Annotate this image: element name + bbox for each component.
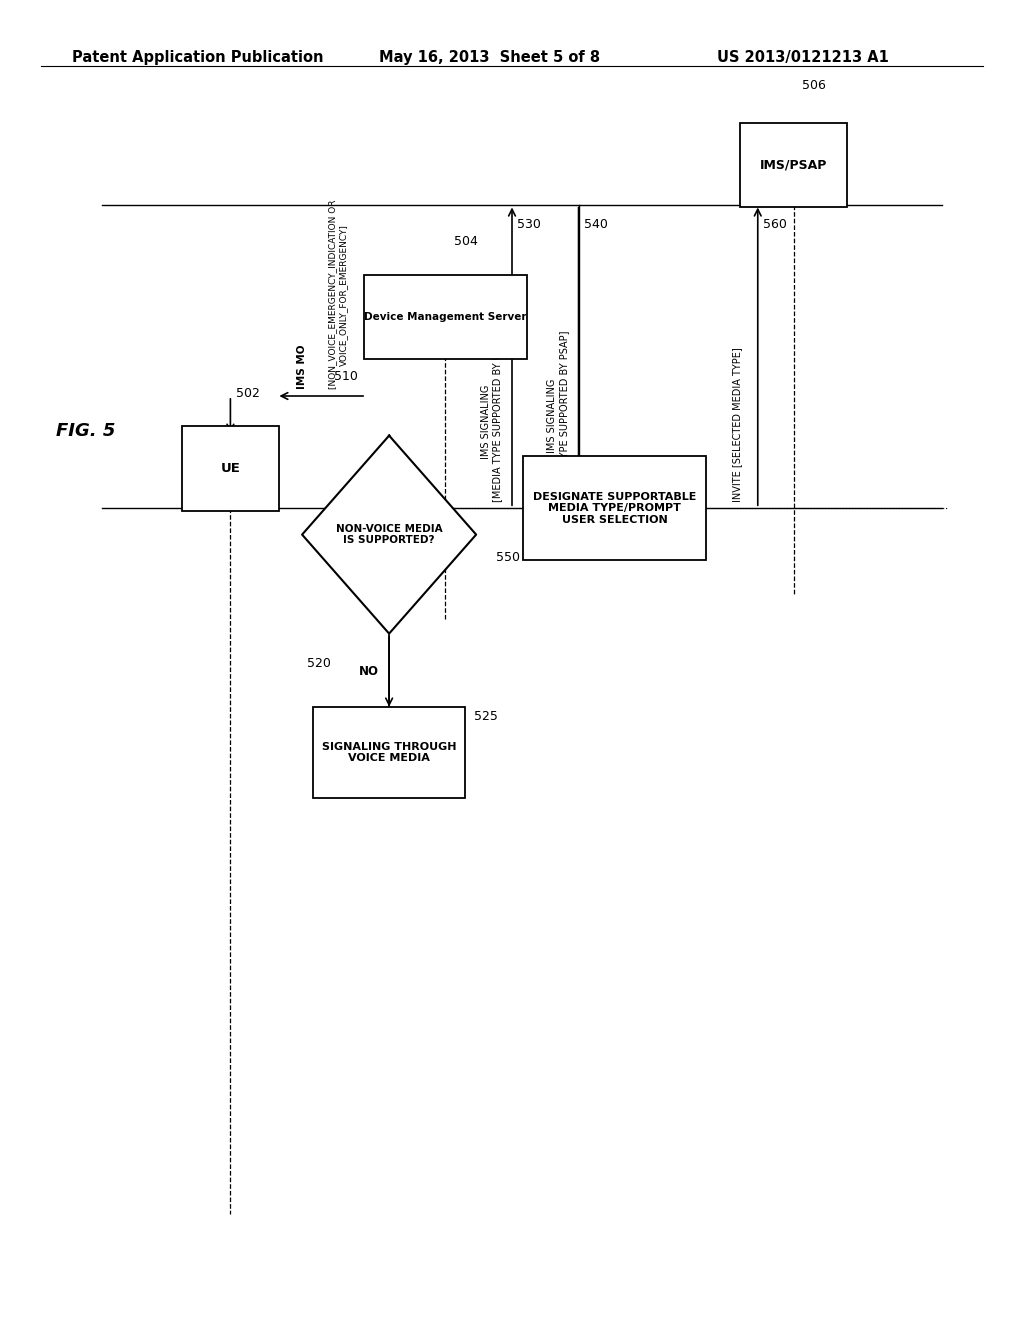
Text: 525: 525 xyxy=(473,710,498,722)
Text: Device Management Server: Device Management Server xyxy=(365,312,526,322)
Text: 506: 506 xyxy=(802,79,825,92)
Polygon shape xyxy=(302,436,476,634)
Text: US 2013/0121213 A1: US 2013/0121213 A1 xyxy=(717,50,889,65)
Text: IMS SIGNALING
[MEDIA TYPE SUPPORTED BY PSAP]: IMS SIGNALING [MEDIA TYPE SUPPORTED BY P… xyxy=(547,330,569,502)
Text: 550: 550 xyxy=(496,552,519,564)
Text: 502: 502 xyxy=(236,387,259,400)
Text: UE: UE xyxy=(220,462,241,475)
FancyBboxPatch shape xyxy=(740,123,847,207)
Text: INVITE [SELECTED MEDIA TYPE]: INVITE [SELECTED MEDIA TYPE] xyxy=(732,347,742,502)
Text: 540: 540 xyxy=(584,218,607,231)
Text: SIGNALING THROUGH
VOICE MEDIA: SIGNALING THROUGH VOICE MEDIA xyxy=(322,742,457,763)
Text: [NON_VOICE_EMERGENCY_INDICATION OR
VOICE_ONLY_FOR_EMERGENCY]: [NON_VOICE_EMERGENCY_INDICATION OR VOICE… xyxy=(329,199,347,389)
Text: FIG. 5: FIG. 5 xyxy=(56,422,116,441)
Text: NON-VOICE MEDIA
IS SUPPORTED?: NON-VOICE MEDIA IS SUPPORTED? xyxy=(336,524,442,545)
Text: 520: 520 xyxy=(307,657,331,671)
FancyBboxPatch shape xyxy=(313,708,465,797)
Text: 530: 530 xyxy=(517,218,541,231)
Text: NO: NO xyxy=(358,665,379,678)
FancyBboxPatch shape xyxy=(522,457,707,560)
Text: DESIGNATE SUPPORTABLE
MEDIA TYPE/PROMPT
USER SELECTION: DESIGNATE SUPPORTABLE MEDIA TYPE/PROMPT … xyxy=(532,491,696,525)
Text: 510: 510 xyxy=(334,370,358,383)
FancyBboxPatch shape xyxy=(365,275,526,359)
Text: Patent Application Publication: Patent Application Publication xyxy=(72,50,324,65)
FancyBboxPatch shape xyxy=(182,426,279,511)
Text: May 16, 2013  Sheet 5 of 8: May 16, 2013 Sheet 5 of 8 xyxy=(379,50,600,65)
Text: IMS SIGNALING
[MEDIA TYPE SUPPORTED BY UE]: IMS SIGNALING [MEDIA TYPE SUPPORTED BY U… xyxy=(480,342,503,502)
Text: 560: 560 xyxy=(763,218,786,231)
Text: 504: 504 xyxy=(454,235,477,248)
Text: IMS/PSAP: IMS/PSAP xyxy=(760,158,827,172)
Text: IMS MO: IMS MO xyxy=(297,345,307,389)
